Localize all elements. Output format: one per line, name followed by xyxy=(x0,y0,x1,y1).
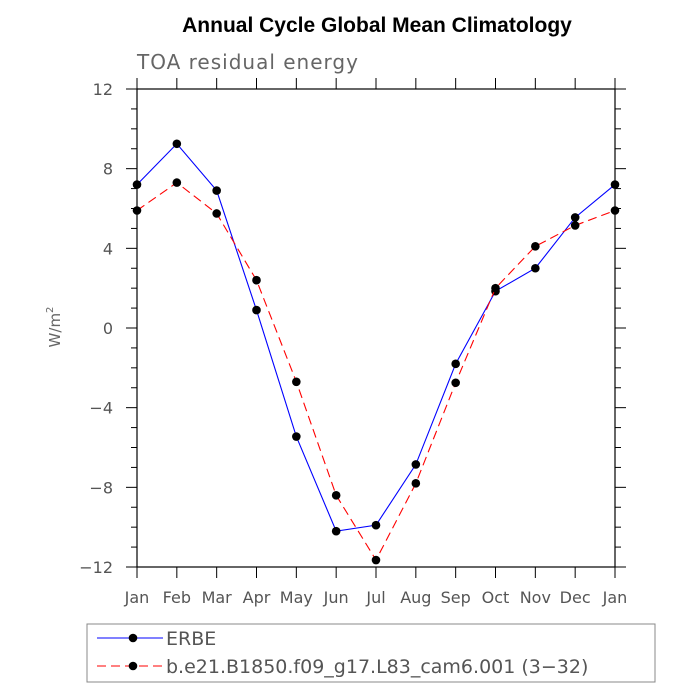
x-tick-label: Dec xyxy=(560,588,591,607)
legend-label-1: ERBE xyxy=(166,628,216,650)
legend-marker-1 xyxy=(128,633,138,643)
legend-marker-2 xyxy=(128,661,138,671)
x-tick-label: Jan xyxy=(124,588,150,607)
series-2-point xyxy=(331,491,341,500)
y-tick-label: −8 xyxy=(89,478,113,497)
legend-label-2: b.e21.B1850.f09_g17.L83_cam6.001 (3−32) xyxy=(166,656,588,678)
y-axis-label: W/m2 xyxy=(45,307,64,348)
x-tick-label: Mar xyxy=(202,588,233,607)
series-1-point xyxy=(570,213,580,222)
series-2-point xyxy=(411,479,421,488)
series-1-point xyxy=(212,186,221,195)
x-tick-label: Feb xyxy=(163,588,191,607)
series-2-point xyxy=(252,275,261,285)
legend-box xyxy=(86,623,656,683)
x-tick-label: Aug xyxy=(400,588,431,607)
series-1-point xyxy=(411,460,421,469)
series-2-point xyxy=(451,378,460,388)
series-1-point xyxy=(610,180,620,189)
x-tick-label: Oct xyxy=(482,588,510,607)
series-2-point xyxy=(610,206,620,215)
series-1-point xyxy=(252,305,261,315)
x-tick-label: Jul xyxy=(365,588,385,607)
series-1-point xyxy=(531,263,540,273)
y-axis-label-base: W/m xyxy=(46,313,64,348)
series-2-point xyxy=(292,377,301,387)
legend: ERBE b.e21.B1850.f09_g17.L83_cam6.001 (3−… xyxy=(86,623,656,683)
x-tick-label: Nov xyxy=(520,588,551,607)
x-tick-label: Apr xyxy=(243,588,271,607)
series-2-point xyxy=(371,555,381,565)
y-tick-label: −12 xyxy=(79,558,113,577)
x-tick-label: Jun xyxy=(323,588,349,607)
series-2-point xyxy=(531,242,540,251)
series-line-2 xyxy=(136,181,616,562)
series-2-point xyxy=(172,178,182,187)
y-tick-label: 4 xyxy=(103,239,113,258)
series-1-point xyxy=(331,526,341,536)
series-1-point xyxy=(132,180,142,189)
x-tick-label: Jan xyxy=(602,588,628,607)
series-1-point xyxy=(451,359,460,369)
series-1-point xyxy=(292,432,301,441)
x-tick-label: May xyxy=(280,588,313,607)
y-tick-label: 12 xyxy=(93,80,113,99)
series-2-point xyxy=(212,209,221,218)
series-2-point xyxy=(570,221,580,230)
series-1-point xyxy=(371,520,381,530)
plot-frame xyxy=(136,88,616,568)
plot-area: −12 −8 −4 0 4 8 12 Jan Feb Mar Apr May Jun Jul Aug Sep O… xyxy=(79,78,627,607)
chart-title: Annual Cycle Global Mean Climatology xyxy=(182,14,572,37)
y-tick-label: 0 xyxy=(103,319,113,338)
x-tick-label: Sep xyxy=(441,588,471,607)
series-1-point xyxy=(172,139,182,149)
y-axis-label-superscript: 2 xyxy=(45,307,56,313)
series-2-point xyxy=(491,283,500,293)
chart-subtitle: TOA residual energy xyxy=(136,50,359,74)
series-line-1 xyxy=(136,142,616,532)
y-tick-label: −4 xyxy=(89,399,113,418)
series-2-point xyxy=(132,206,142,215)
y-tick-label: 8 xyxy=(103,160,113,179)
